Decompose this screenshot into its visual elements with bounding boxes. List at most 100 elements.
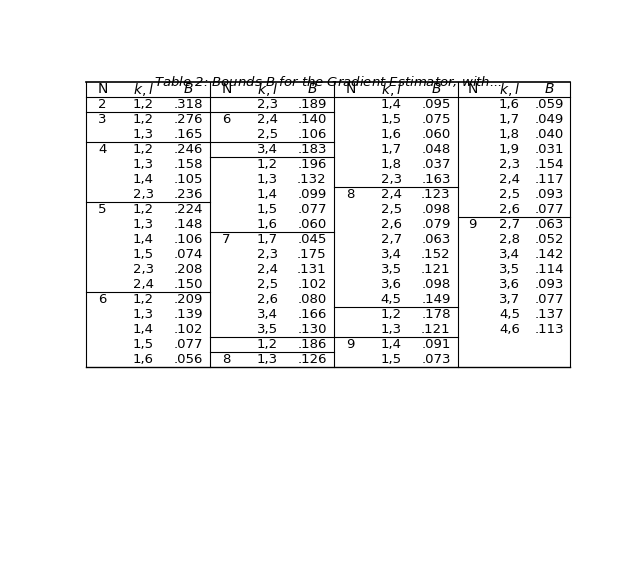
Text: .148: .148 [173,218,203,231]
Text: 2,8: 2,8 [499,233,520,246]
Text: 1,5: 1,5 [132,338,154,351]
Text: .126: .126 [297,353,326,366]
Text: 1,5: 1,5 [381,353,402,366]
Text: .152: .152 [421,248,451,261]
Text: 1,7: 1,7 [499,113,520,126]
Text: 2,6: 2,6 [257,293,278,306]
Text: 1,3: 1,3 [132,308,154,321]
Text: 6: 6 [98,293,106,306]
Text: .045: .045 [297,233,326,246]
Text: $k,l$: $k,l$ [132,81,154,98]
Text: N: N [345,83,355,96]
Text: 1,4: 1,4 [381,338,402,351]
Text: 1,4: 1,4 [132,323,154,336]
Text: 2,3: 2,3 [132,188,154,201]
Text: .077: .077 [535,203,564,216]
Text: 2,5: 2,5 [257,278,278,291]
Text: .074: .074 [173,248,203,261]
Text: N: N [468,83,478,96]
Text: .049: .049 [535,113,564,126]
Text: 1,7: 1,7 [381,143,402,156]
Text: N: N [97,83,108,96]
Text: 2,6: 2,6 [381,218,402,231]
Text: .140: .140 [297,113,326,126]
Text: .105: .105 [173,173,203,186]
Text: .098: .098 [421,203,451,216]
Text: 1,4: 1,4 [132,173,154,186]
Text: 1,5: 1,5 [132,248,154,261]
Text: .117: .117 [535,173,564,186]
Text: .183: .183 [297,143,326,156]
Text: .165: .165 [173,128,203,142]
Text: .139: .139 [173,308,203,321]
Text: 3,5: 3,5 [257,323,278,336]
Text: 2,3: 2,3 [381,173,402,186]
Text: 1,2: 1,2 [132,293,154,306]
Text: 1,5: 1,5 [381,113,402,126]
Text: 2,5: 2,5 [257,128,278,142]
Text: 3,6: 3,6 [499,278,520,291]
Text: 2,4: 2,4 [257,263,278,276]
Text: Table 2: Bounds $B$ for the Gradient Estimator, with...: Table 2: Bounds $B$ for the Gradient Est… [154,74,502,89]
Text: .113: .113 [535,323,564,336]
Text: 2,6: 2,6 [499,203,520,216]
Text: 3,6: 3,6 [381,278,402,291]
Text: .123: .123 [421,188,451,201]
Text: .106: .106 [173,233,203,246]
Text: .075: .075 [421,113,451,126]
Text: 1,6: 1,6 [499,98,520,111]
Text: 1,4: 1,4 [132,233,154,246]
Text: 1,2: 1,2 [257,338,278,351]
Text: 2,4: 2,4 [499,173,520,186]
Text: 1,3: 1,3 [257,353,278,366]
Text: 3,5: 3,5 [381,263,402,276]
Text: .149: .149 [421,293,451,306]
Text: 4: 4 [98,143,106,156]
Text: 1,4: 1,4 [257,188,278,201]
Text: .099: .099 [297,188,326,201]
Text: 3,4: 3,4 [257,143,278,156]
Text: .060: .060 [421,128,451,142]
Text: $B$: $B$ [182,83,193,96]
Text: .318: .318 [173,98,203,111]
Text: .121: .121 [421,263,451,276]
Text: 1,2: 1,2 [257,158,278,171]
Text: .224: .224 [173,203,203,216]
Text: 3,4: 3,4 [499,248,520,261]
Text: $B$: $B$ [307,83,317,96]
Text: $k,l$: $k,l$ [499,81,520,98]
Text: .060: .060 [297,218,326,231]
Text: .095: .095 [421,98,451,111]
Text: 3,4: 3,4 [381,248,402,261]
Text: 1,8: 1,8 [499,128,520,142]
Text: 2: 2 [98,98,107,111]
Text: .114: .114 [535,263,564,276]
Text: 9: 9 [346,338,355,351]
Text: 1,6: 1,6 [381,128,402,142]
Text: 2,5: 2,5 [381,203,402,216]
Text: .236: .236 [173,188,203,201]
Text: $k,l$: $k,l$ [257,81,278,98]
Text: 1,5: 1,5 [257,203,278,216]
Text: 1,7: 1,7 [257,233,278,246]
Text: 7: 7 [222,233,230,246]
Text: .209: .209 [173,293,203,306]
Text: 2,7: 2,7 [381,233,402,246]
Text: 1,2: 1,2 [132,113,154,126]
Text: 1,3: 1,3 [132,158,154,171]
Text: .059: .059 [535,98,564,111]
Text: .063: .063 [421,233,451,246]
Text: 1,3: 1,3 [132,128,154,142]
Text: .040: .040 [535,128,564,142]
Text: 9: 9 [468,218,477,231]
Text: .037: .037 [421,158,451,171]
Text: 5: 5 [98,203,107,216]
Text: 2,5: 2,5 [499,188,520,201]
Text: 3,4: 3,4 [257,308,278,321]
Text: 8: 8 [222,353,230,366]
Text: 1,9: 1,9 [499,143,520,156]
Text: 3,5: 3,5 [499,263,520,276]
Text: .102: .102 [173,323,203,336]
Text: 1,3: 1,3 [381,323,402,336]
Text: 1,2: 1,2 [132,143,154,156]
